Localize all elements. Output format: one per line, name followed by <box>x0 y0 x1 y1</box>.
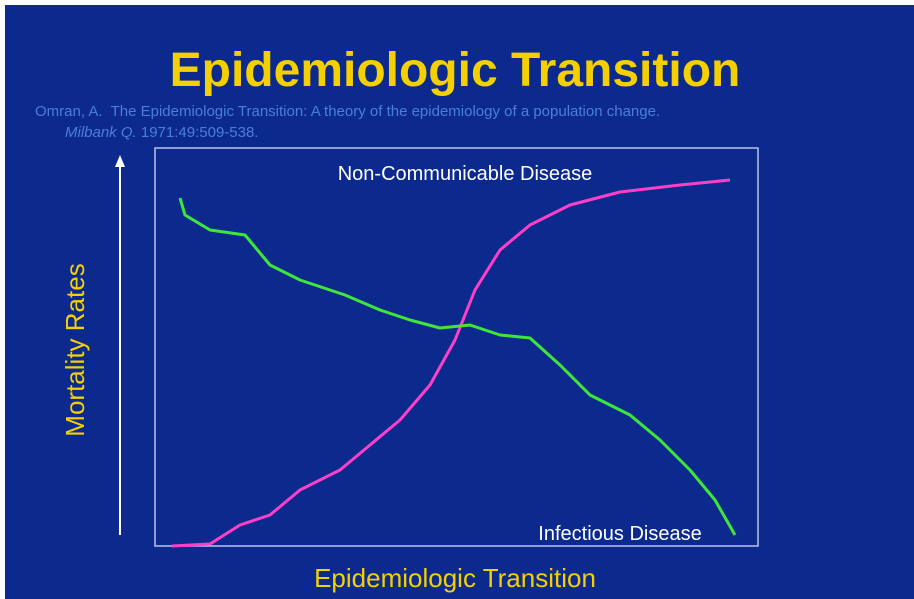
ncd-label: Non-Communicable Disease <box>338 163 593 185</box>
infectious-curve <box>178 197 737 536</box>
ncd-curve <box>171 178 731 548</box>
citation-line: Omran, A. The Epidemiologic Transition: … <box>35 103 660 120</box>
citation-journal: Milbank Q. <box>65 124 137 141</box>
infectious-label: Infectious Disease <box>538 523 701 545</box>
citation-line: Milbank Q. 1971:49:509-538. <box>65 124 258 141</box>
background <box>5 5 914 599</box>
plot-frame <box>154 147 759 547</box>
y-axis-label: Mortality Rates <box>60 263 90 436</box>
citation-issue: 1971:49:509-538. <box>137 124 259 141</box>
x-axis-label: Epidemiologic Transition <box>314 563 596 593</box>
y-arrow-head <box>115 155 125 167</box>
slide-title: Epidemiologic Transition <box>170 44 741 97</box>
